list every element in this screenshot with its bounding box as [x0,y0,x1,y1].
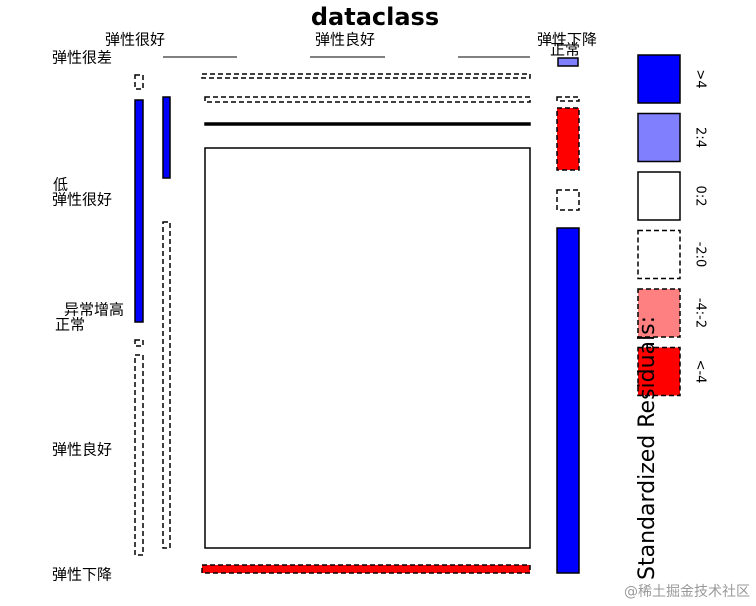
top-label: 正常 [550,41,580,59]
legend-swatch [637,112,681,163]
left-label: 异常增高 [64,301,124,319]
legend-label: -4:-2 [693,298,708,328]
top-label: 弹性很好 [105,31,165,49]
legend-swatch [637,54,681,104]
legend-label: <-4 [693,360,708,384]
tile [204,122,531,126]
top-label: 弹性良好 [315,31,375,49]
left-label: 低 [53,176,68,194]
left-label: 弹性很好 [52,191,112,209]
tiles [134,57,580,574]
left-label: 弹性下降 [52,566,112,584]
tile [134,99,144,323]
tile [204,147,531,549]
tile [556,107,580,171]
legend-swatch [637,288,681,338]
legend-title: Standardized Residuals: [635,316,660,580]
tile [162,96,171,179]
watermark: @稀土掘金技术社区 [624,584,750,600]
tile [162,221,171,549]
top-label: 弹性下降 [537,31,597,49]
tile [204,96,531,103]
tile [201,73,531,79]
left-label: 正常 [55,316,85,334]
left-label: 弹性良好 [52,441,112,459]
legend: >4 2:4 0:2 -2:0 -4:-2 <-4 [637,54,708,397]
tile [134,339,144,347]
left-label: 弹性很差 [52,49,112,67]
legend-label: -2:0 [693,242,708,268]
tile [556,96,580,102]
legend-label: >4 [693,69,708,88]
tile [134,354,144,556]
legend-swatch [637,346,681,397]
legend-swatch [637,229,681,280]
chart-title: dataclass [311,3,439,31]
tile [134,74,144,90]
legend-label: 0:2 [693,186,708,207]
tile [556,227,580,574]
tile [557,57,579,67]
tile [201,564,531,574]
legend-label: 2:4 [693,127,708,148]
tile [556,189,580,211]
legend-swatch [637,171,681,221]
